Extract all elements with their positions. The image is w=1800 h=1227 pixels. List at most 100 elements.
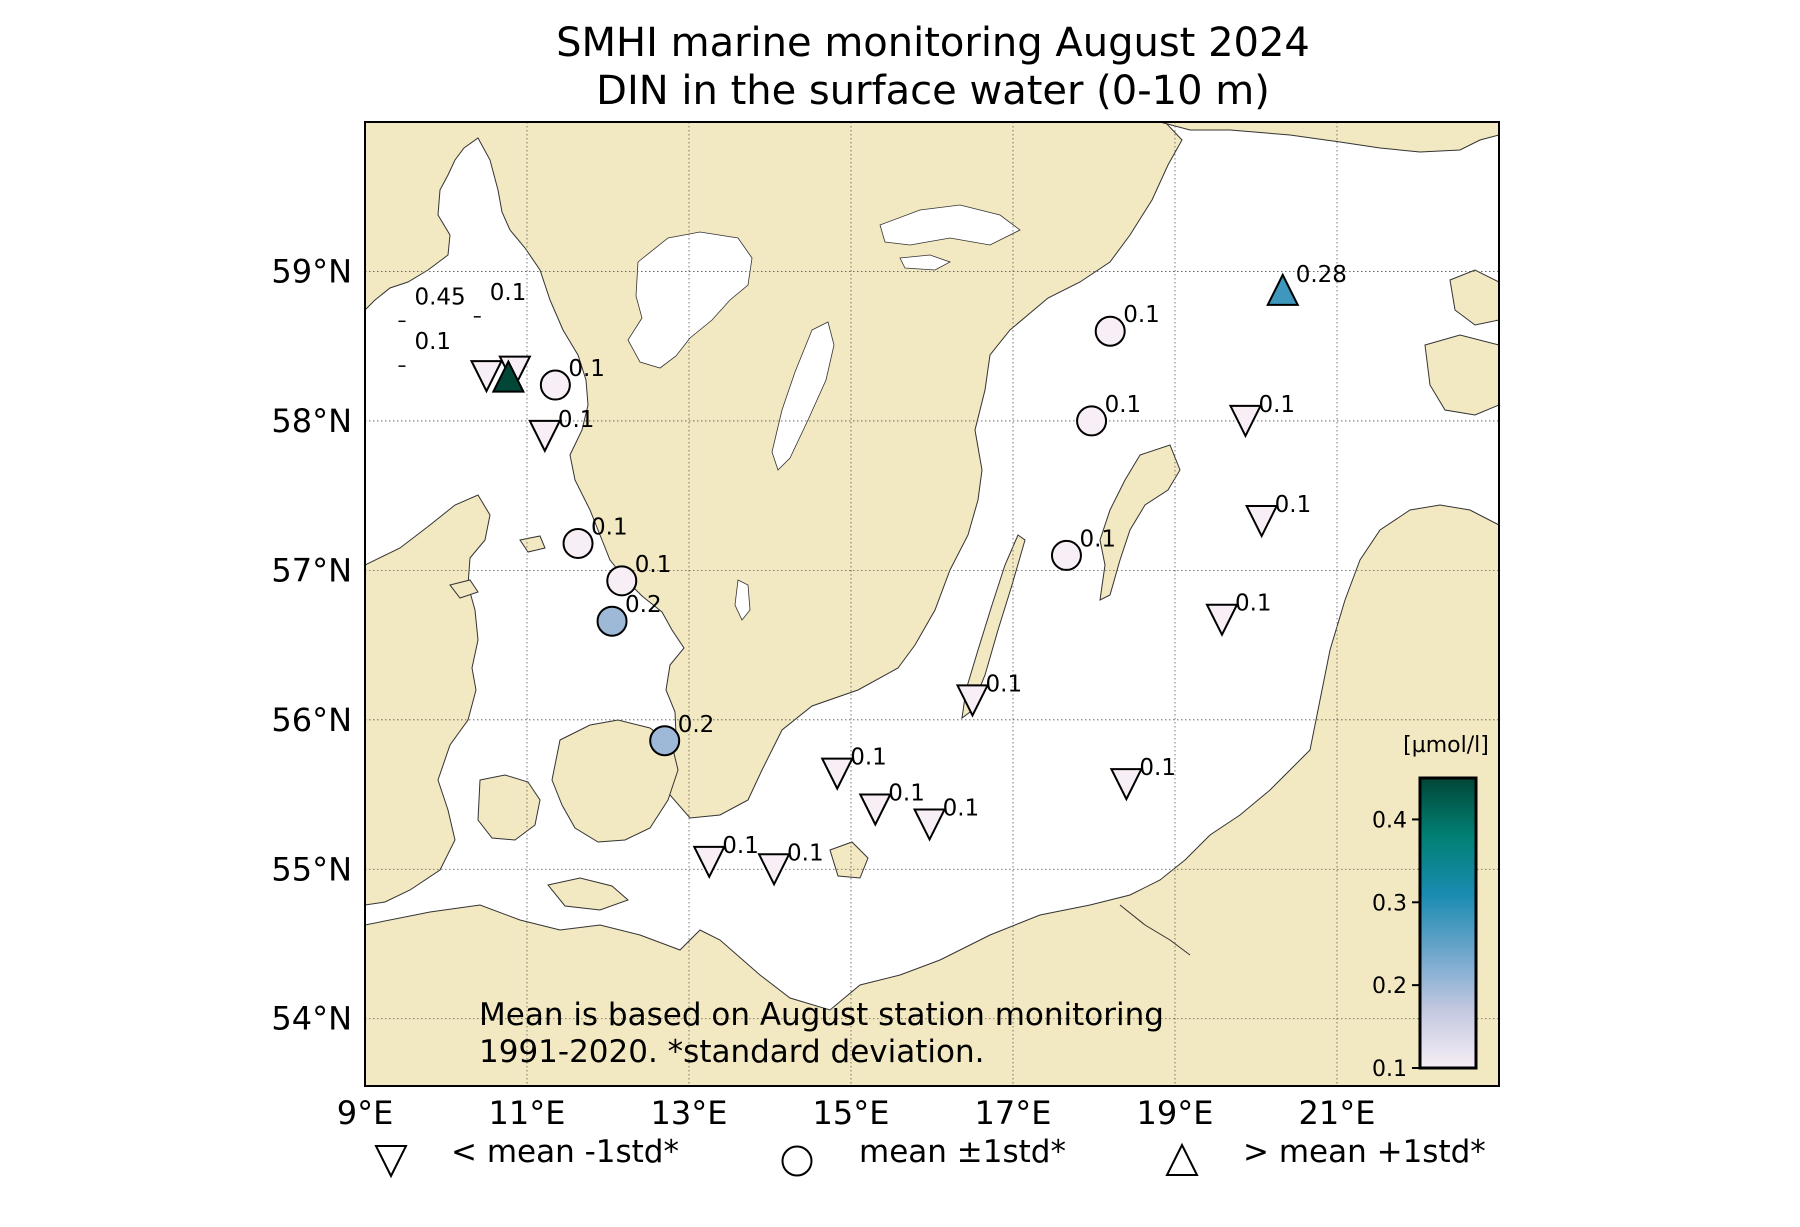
- legend-symbol: [374, 1145, 408, 1179]
- lat-tick-label: 58°N: [271, 402, 352, 440]
- land-south-coast: [365, 504, 1499, 1086]
- station-20: 0.1: [1094, 302, 1160, 347]
- lat-tick-label: 59°N: [271, 252, 352, 290]
- station-marker: [1245, 505, 1279, 539]
- lat-tick-label: 54°N: [271, 1000, 352, 1038]
- lon-tick-label: 19°E: [1137, 1094, 1214, 1132]
- station-marker: [562, 527, 594, 559]
- station-value-label: 0.1: [635, 552, 672, 578]
- station-marker: [1205, 603, 1239, 637]
- station-marker: [1266, 272, 1300, 306]
- station-14: 0.1: [912, 795, 979, 842]
- station-0: 0.45: [398, 284, 466, 323]
- station-23: 0.1: [1245, 492, 1312, 539]
- land-scandinavia: [365, 122, 1183, 819]
- lake-hjalmaren: [899, 254, 951, 271]
- lat-tick-label: 57°N: [271, 551, 352, 589]
- station-value-label: 0.1: [558, 407, 595, 433]
- map-axes: 9°E 11°E 13°E 15°E 17°E 19°E 21°E 54°N 55°N 56°N 5…: [271, 252, 1375, 1132]
- station-8: 0.1: [562, 514, 628, 559]
- land-gotland: [1099, 444, 1181, 601]
- station-22: 0.1: [1228, 392, 1295, 439]
- lat-tick-label: 56°N: [271, 701, 352, 739]
- colorbar-tick-label: 0.1: [1372, 1057, 1407, 1082]
- map-frame: [364, 121, 1500, 1087]
- station-value-label: 0.1: [787, 840, 824, 866]
- station-value-label: 0.1: [1139, 755, 1176, 781]
- station-value-label: 0.1: [1235, 591, 1272, 617]
- station-24: 0.1: [1205, 591, 1272, 637]
- station-value-label: 0.1: [490, 280, 527, 306]
- legend: < mean -1std* mean ±1std* > mean +1std*: [374, 1134, 1486, 1179]
- legend-item-up: > mean +1std*: [1165, 1134, 1486, 1176]
- station-value-label: 0.1: [568, 356, 605, 382]
- lon-tick-label: 11°E: [489, 1094, 566, 1132]
- station-marker: [757, 853, 791, 887]
- legend-symbol: [781, 1145, 813, 1177]
- note-line-2: 1991-2020. *standard deviation.: [479, 1034, 984, 1070]
- station-value-label: 0.1: [1275, 492, 1312, 518]
- station-value-label: 0.1: [986, 671, 1023, 697]
- station-value-label: 0.1: [591, 514, 628, 540]
- station-value-label: 0.1: [1123, 302, 1160, 328]
- station-9: 0.1: [606, 552, 672, 597]
- legend-item-down: < mean -1std*: [374, 1134, 679, 1179]
- station-marker: [1228, 404, 1263, 439]
- station-marker: [1076, 405, 1108, 437]
- station-marker: [596, 605, 628, 637]
- legend-label: < mean -1std*: [451, 1134, 679, 1170]
- lake-vanern: [627, 231, 753, 369]
- station-marker: [1050, 539, 1082, 571]
- station-value-label: 0.1: [722, 833, 759, 859]
- station-value-label: 0.1: [850, 745, 887, 771]
- legend-symbol: [1165, 1142, 1199, 1176]
- map-area: [365, 122, 1499, 1086]
- note-line-1: Mean is based on August station monitori…: [479, 997, 1164, 1033]
- station-2: 0.1: [398, 329, 451, 367]
- station-15: 0.1: [692, 833, 759, 880]
- station-marker: [1094, 315, 1126, 347]
- land-finland: [1159, 122, 1499, 153]
- land-hiiumaa: [1449, 269, 1499, 326]
- station-marker: [491, 359, 525, 393]
- station-16: 0.1: [757, 840, 824, 887]
- station-marker: [912, 808, 947, 842]
- station-value-label: 0.1: [1105, 392, 1142, 418]
- lon-tick-label: 13°E: [651, 1094, 728, 1132]
- land-zealand: [551, 719, 679, 843]
- station-marker: [1109, 768, 1144, 802]
- lon-tick-label: 17°E: [975, 1094, 1052, 1132]
- station-10: 0.2: [596, 592, 662, 637]
- station-value-label: 0.1: [1258, 392, 1295, 418]
- land-laeso: [449, 579, 479, 599]
- legend-item-circle: mean ±1std*: [781, 1134, 1066, 1177]
- station-value-label: 0.2: [678, 712, 715, 738]
- station-19: 0.1: [1076, 392, 1142, 437]
- lake-malaren: [879, 204, 1021, 246]
- station-21: 0.28: [1266, 262, 1347, 306]
- station-value-label: 0.2: [625, 592, 662, 618]
- colorbar-tick-label: 0.2: [1372, 974, 1407, 999]
- station-marker: [606, 565, 638, 597]
- lat-tick-label: 55°N: [271, 850, 352, 888]
- station-value-label: 0.1: [1079, 526, 1116, 552]
- station-marker: [858, 793, 892, 827]
- title-line-2: DIN in the surface water (0-10 m): [596, 68, 1270, 114]
- lon-tick-label: 15°E: [813, 1094, 890, 1132]
- land-lolland: [547, 877, 629, 911]
- legend-label: mean ±1std*: [859, 1134, 1066, 1170]
- land-anholt: [519, 535, 546, 553]
- land-oland: [961, 534, 1026, 720]
- station-5: [491, 359, 525, 393]
- station-17: 0.1: [955, 671, 1023, 718]
- station-marker: [539, 369, 571, 401]
- station-marker: [528, 419, 562, 454]
- legend-label: > mean +1std*: [1243, 1134, 1486, 1170]
- land-funen: [477, 774, 541, 841]
- station-12: 0.1: [820, 745, 887, 791]
- station-value-label: 0.45: [414, 284, 465, 310]
- lon-tick-label: 9°E: [337, 1094, 394, 1132]
- station-1: 0.1: [473, 280, 527, 318]
- station-value-label: 0.1: [888, 781, 925, 807]
